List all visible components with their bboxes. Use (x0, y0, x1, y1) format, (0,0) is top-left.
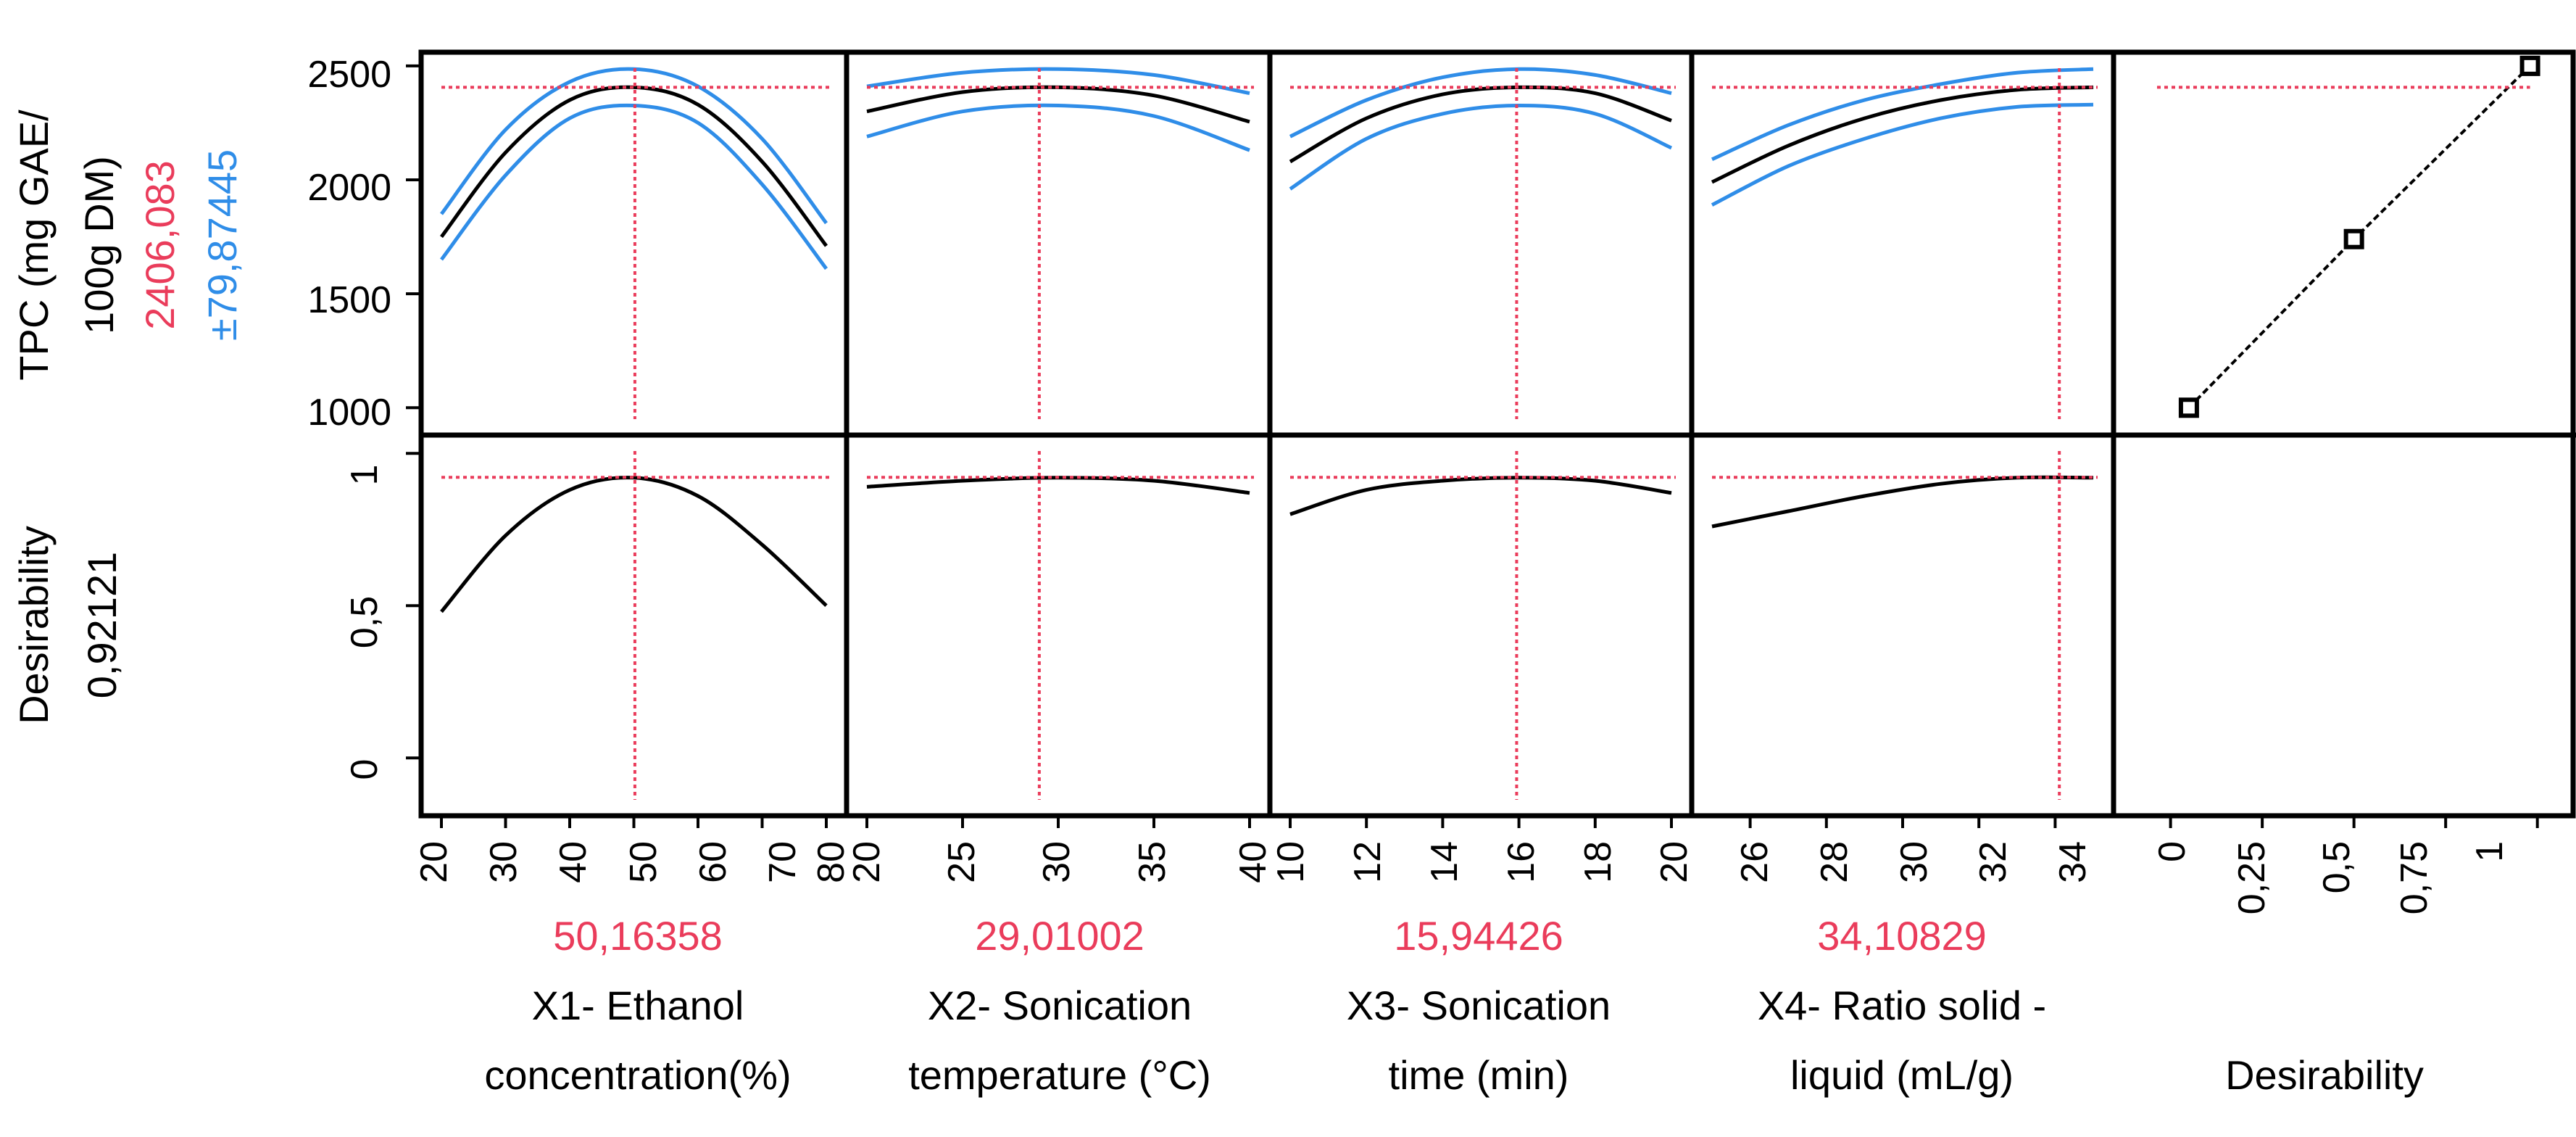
tpc-ytick-label: 1000 (307, 392, 391, 434)
x4-current-value: 34,10829 (1817, 913, 1987, 959)
x1-xtick-label: 70 (762, 841, 804, 883)
x2-xtick-label: 20 (846, 841, 888, 883)
x4-xtick-label: 34 (2052, 841, 2094, 883)
desirability-handle (2519, 55, 2540, 76)
x4-axis-title-line1: X4- Ratio solid - (1758, 983, 2046, 1028)
x4-lower-ci-line (1711, 102, 2094, 207)
tpc-ytick-label: 2000 (307, 167, 391, 209)
x2-xtick-label: 40 (1232, 841, 1274, 883)
x3-xtick-label: 18 (1577, 841, 1619, 883)
x4-xtick-label: 32 (1972, 841, 2014, 883)
x2-upper-ci-line (866, 67, 1250, 96)
desirability-xtick-label: 0,75 (2393, 841, 2435, 914)
x2-axis-title-line2: temperature (°C) (908, 1052, 1211, 1098)
x1-xtick-label: 20 (413, 841, 455, 883)
desirability-axis-title-x: Desirability (2225, 1052, 2424, 1098)
desirability-ytick-label: 0 (344, 759, 386, 780)
x1-axis-title-line2: concentration(%) (484, 1052, 791, 1098)
x4-upper-ci-line (1711, 67, 2094, 161)
x3-upper-ci-line (1289, 67, 1672, 138)
x4-axis-title-line2: liquid (mL/g) (1790, 1052, 2014, 1098)
x3-axis-title-line2: time (min) (1389, 1052, 1569, 1098)
x2-axis-title-line1: X2- Sonication (928, 983, 1192, 1028)
tpc-axis-title-line1: TPC (mg GAE/ (11, 109, 57, 381)
x3-xtick-label: 14 (1424, 841, 1466, 883)
x1-xtick-label: 80 (810, 841, 852, 883)
x4-xtick-label: 30 (1893, 841, 1935, 883)
x3-xtick-label: 16 (1500, 841, 1542, 883)
x3-tpc-line (1289, 85, 1672, 164)
x2-xtick-label: 35 (1131, 841, 1173, 883)
x2-xtick-label: 25 (941, 841, 983, 883)
x4-xtick-label: 28 (1813, 841, 1856, 883)
x3-xtick-label: 20 (1653, 841, 1695, 883)
x3-xtick-label: 12 (1347, 841, 1389, 883)
x3-lower-ci-line (1289, 103, 1673, 191)
tpc-confidence-interval: ±79,87445 (199, 149, 245, 341)
desirability-xtick-label: 1 (2469, 841, 2511, 862)
x2-current-value: 29,01002 (975, 913, 1144, 959)
x1-xtick-label: 40 (552, 841, 594, 883)
x1-xtick-label: 30 (483, 841, 525, 883)
desirability-xtick-label: 0,5 (2316, 841, 2358, 893)
x1-current-value: 50,16358 (553, 913, 723, 959)
desirability-xtick-label: 0 (2151, 841, 2193, 862)
x1-xtick-label: 50 (623, 841, 665, 883)
x1-xtick-label: 60 (692, 841, 734, 883)
tpc-ytick-label: 1500 (307, 279, 391, 321)
x1-desirability-line (440, 476, 828, 613)
x1-axis-title-line1: X1- Ethanol (532, 983, 744, 1028)
x3-current-value: 15,94426 (1394, 913, 1563, 959)
x3-desirability-line (1289, 476, 1672, 516)
x3-axis-title-line1: X3- Sonication (1347, 983, 1611, 1028)
x2-desirability-line (866, 476, 1250, 495)
desirability-axis-title: Desirability (11, 526, 57, 724)
desirability-handle (2343, 228, 2364, 249)
desirability-ytick-label: 0,5 (344, 596, 386, 648)
x4-desirability-line (1711, 475, 2094, 529)
x2-xtick-label: 30 (1036, 841, 1078, 883)
desirability-xtick-label: 0,25 (2231, 841, 2273, 914)
tpc-ytick-label: 2500 (307, 54, 391, 96)
x4-xtick-label: 26 (1734, 841, 1776, 883)
x3-xtick-label: 10 (1270, 841, 1312, 883)
tpc-predicted-value: 2406,083 (137, 160, 183, 330)
desirability-ytick-label: 1 (344, 465, 386, 486)
x4-tpc-line (1711, 85, 2094, 184)
desirability-handle (2178, 397, 2199, 418)
x2-lower-ci-line (866, 103, 1250, 152)
tpc-axis-title-line2: 100g DM) (76, 156, 122, 334)
desirability-value: 0,92121 (79, 552, 125, 698)
x1-tpc-line (440, 85, 828, 247)
